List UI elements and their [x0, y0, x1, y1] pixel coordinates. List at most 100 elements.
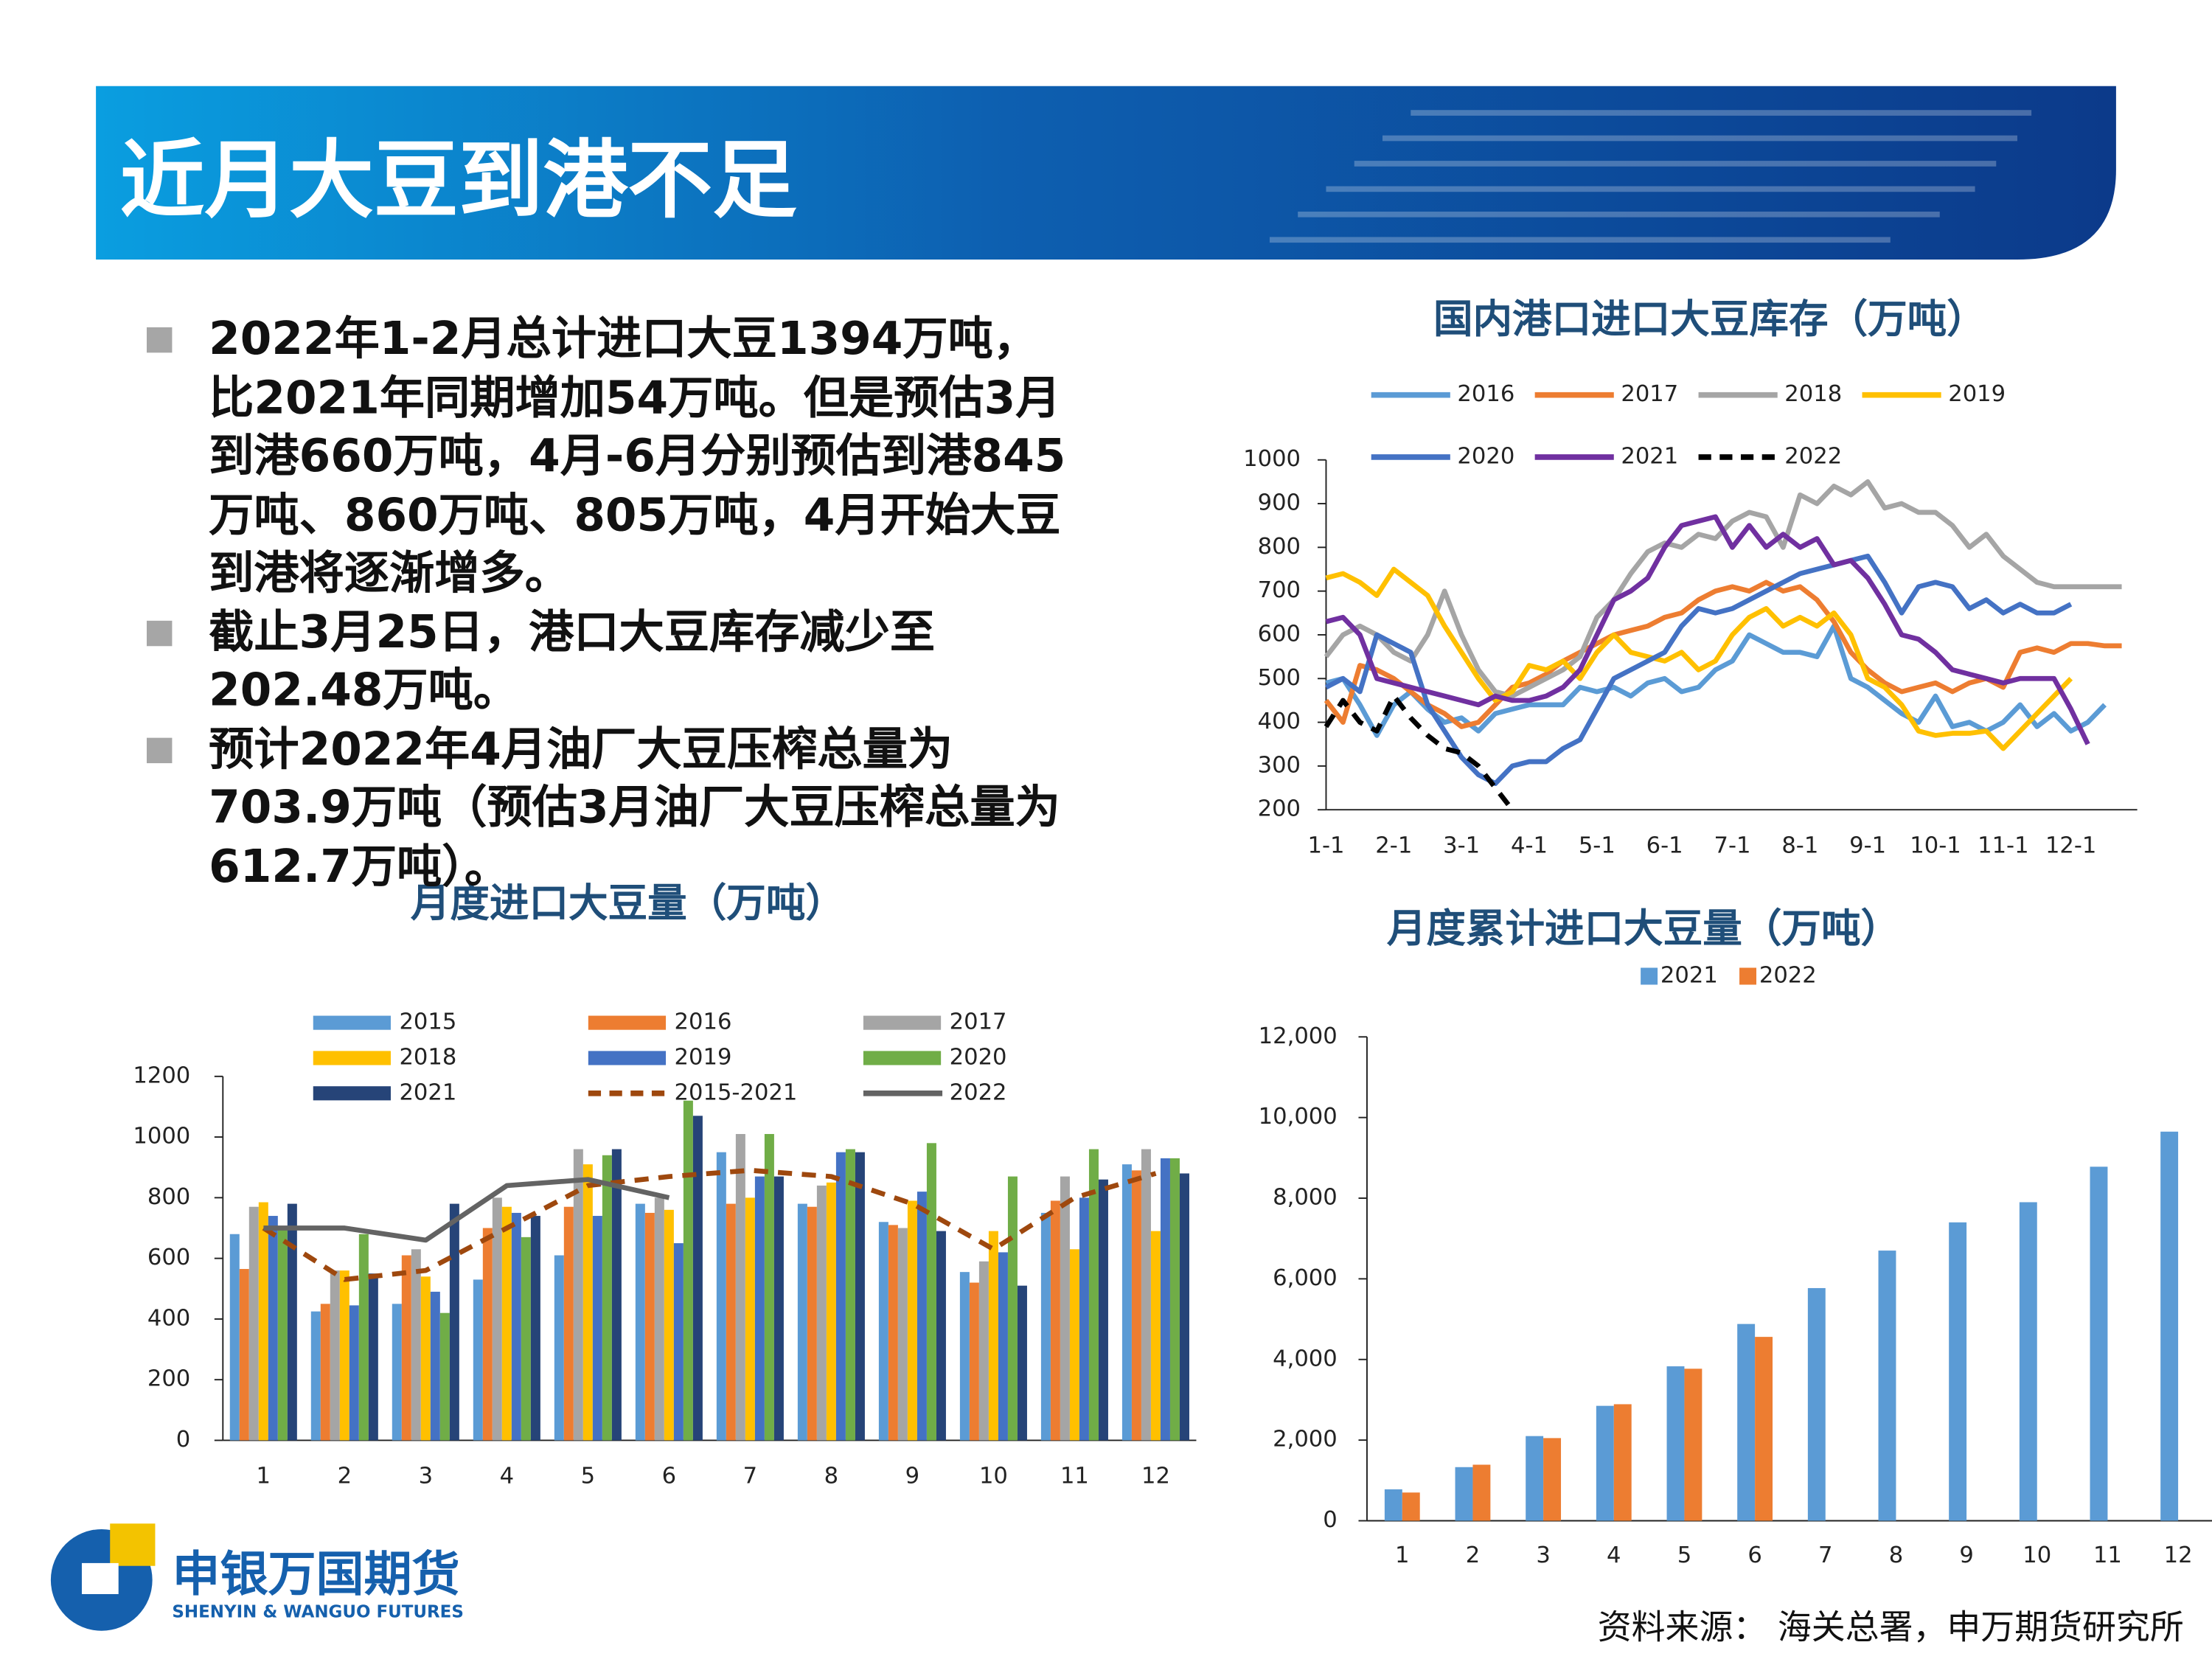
legend-swatch [863, 1015, 942, 1030]
bar [1017, 1285, 1027, 1441]
bar [248, 1206, 259, 1441]
y-tick-label: 0 [1323, 1507, 1337, 1533]
x-tick-label: 9 [905, 1464, 919, 1489]
x-tick-label: 7-1 [1714, 832, 1750, 858]
logo-english: SHENYIN & WANGUO FUTURES [172, 1602, 463, 1621]
bar [268, 1216, 278, 1441]
bar [797, 1203, 807, 1441]
bar [897, 1228, 908, 1441]
x-tick-label: 4 [500, 1464, 514, 1489]
bar [1131, 1170, 1141, 1441]
bar [310, 1311, 321, 1441]
x-tick-label: 3-1 [1443, 832, 1480, 858]
bar [878, 1222, 888, 1441]
bar [392, 1304, 402, 1441]
bar [1878, 1251, 1896, 1521]
bar [907, 1200, 917, 1441]
bar [349, 1305, 359, 1441]
bar [654, 1197, 664, 1441]
x-tick-label: 10 [979, 1464, 1008, 1489]
legend-swatch [313, 1015, 391, 1030]
bar [726, 1203, 736, 1441]
bar [258, 1202, 268, 1441]
bar [1684, 1368, 1703, 1521]
x-tick-label: 11 [1060, 1464, 1089, 1489]
bar [2160, 1131, 2179, 1521]
y-tick-label: 600 [147, 1245, 190, 1270]
bar [521, 1237, 531, 1441]
bar [1455, 1467, 1473, 1521]
x-tick-label: 11 [2093, 1543, 2122, 1568]
bar [401, 1255, 411, 1441]
bar [2019, 1202, 2037, 1521]
bar [1069, 1249, 1079, 1441]
bar [1526, 1436, 1544, 1521]
legend-label: 2022 [1759, 962, 1817, 988]
y-tick-label: 400 [1258, 709, 1301, 734]
legend-label: 2022 [950, 1079, 1007, 1105]
x-tick-label: 12 [2164, 1543, 2193, 1568]
x-tick-label: 6-1 [1646, 832, 1683, 858]
x-tick-label: 11-1 [1978, 832, 2028, 858]
logo-name: 申银万国期货 [172, 1547, 459, 1602]
bar [339, 1270, 349, 1441]
x-tick-label: 5 [581, 1464, 595, 1489]
bar [959, 1272, 970, 1441]
x-tick-label: 4 [1607, 1543, 1621, 1568]
bar [673, 1243, 684, 1441]
line [262, 1167, 1157, 1282]
bar [1060, 1176, 1070, 1441]
bar [998, 1252, 1008, 1441]
bar [320, 1304, 330, 1441]
bar [926, 1143, 936, 1441]
bar [835, 1152, 846, 1441]
bar [635, 1203, 645, 1441]
line [1324, 553, 2073, 786]
logo: 申银万国期货 SHENYIN & WANGUO FUTURES [50, 1523, 464, 1631]
header-band [96, 86, 2116, 260]
x-tick-label: 2-1 [1375, 832, 1412, 858]
x-tick-label: 3 [1536, 1543, 1550, 1568]
bar [530, 1216, 540, 1441]
x-tick-label: 8-1 [1781, 832, 1818, 858]
y-tick-label: 1200 [133, 1062, 190, 1088]
x-tick-label: 7 [743, 1464, 757, 1489]
bar [1098, 1179, 1108, 1441]
line [1325, 514, 2090, 745]
header-title: 近月大豆到港不足 [120, 131, 797, 230]
x-tick-label: 4-1 [1511, 832, 1548, 858]
legend-label: 2020 [950, 1044, 1007, 1070]
legend-label: 2015-2021 [675, 1079, 798, 1105]
bar [807, 1206, 817, 1441]
legend-swatch [863, 1051, 942, 1065]
x-tick-label: 9 [1959, 1543, 1973, 1568]
legend-swatch [1641, 967, 1658, 985]
x-tick-label: 7 [1818, 1543, 1832, 1568]
y-tick-label: 4,000 [1273, 1346, 1338, 1371]
x-tick-label: 2 [338, 1464, 352, 1489]
bar [563, 1206, 574, 1441]
bar [692, 1116, 703, 1441]
bar [611, 1149, 622, 1441]
bar [764, 1133, 774, 1441]
bar [978, 1261, 989, 1441]
bar [1613, 1404, 1632, 1521]
bar [1179, 1173, 1189, 1441]
bar [368, 1273, 378, 1441]
bar [816, 1185, 827, 1441]
x-tick-label: 3 [419, 1464, 433, 1489]
legend-label: 2018 [1784, 381, 1842, 407]
x-tick-label: 10 [2023, 1543, 2051, 1568]
bar [754, 1176, 765, 1441]
bar [1384, 1489, 1402, 1521]
y-tick-label: 400 [147, 1305, 190, 1331]
bar [845, 1149, 855, 1441]
legend-label: 2019 [675, 1044, 732, 1070]
x-tick-label: 8 [1889, 1543, 1903, 1568]
bar [1543, 1438, 1562, 1521]
bar [501, 1206, 512, 1441]
bar [573, 1149, 583, 1441]
x-tick-label: 8 [824, 1464, 838, 1489]
bar [1949, 1222, 1967, 1521]
